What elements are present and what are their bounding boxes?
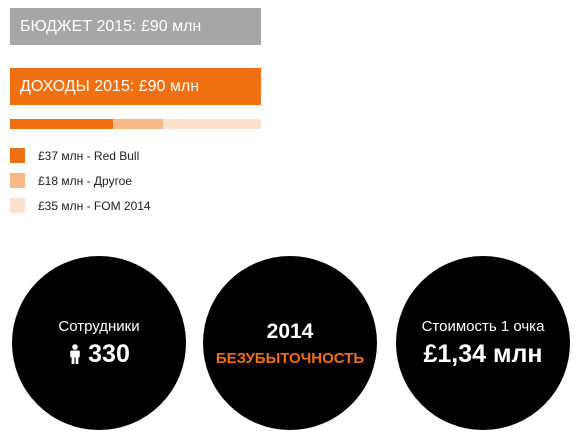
legend: £37 млн - Red Bull £18 млн - Другое £35 … — [10, 143, 151, 218]
legend-item-other: £18 млн - Другое — [10, 168, 151, 193]
employees-label: Сотрудники — [58, 317, 140, 335]
breakeven-year: 2014 — [266, 319, 314, 343]
legend-swatch — [10, 198, 25, 213]
legend-label: £37 млн - Red Bull — [38, 148, 140, 163]
breakeven-circle: 2014 БЕЗУБЫТОЧНОСТЬ — [203, 256, 377, 430]
legend-item-fom: £35 млн - FOM 2014 — [10, 193, 151, 218]
income-label: ДОХОДЫ 2015: £90 млн — [20, 78, 200, 95]
legend-label: £18 млн - Другое — [38, 173, 133, 188]
legend-label: £35 млн - FOM 2014 — [38, 198, 151, 213]
employees-value-row: 330 — [68, 340, 130, 369]
stack-segment-other — [113, 119, 164, 129]
cost-per-point-value: £1,34 млн — [423, 339, 543, 368]
cost-per-point-label: Стоимость 1 очка — [421, 317, 545, 335]
income-stacked-bar — [10, 119, 261, 129]
stack-segment-red-bull — [10, 119, 114, 129]
legend-swatch — [10, 173, 25, 188]
legend-item-red-bull: £37 млн - Red Bull — [10, 143, 151, 168]
income-bar: ДОХОДЫ 2015: £90 млн — [10, 68, 261, 105]
breakeven-label: БЕЗУБЫТОЧНОСТЬ — [215, 349, 365, 367]
employees-circle: Сотрудники 330 — [12, 256, 186, 430]
budget-label: БЮДЖЕТ 2015: £90 млн — [20, 18, 202, 35]
stack-segment-fom — [163, 119, 261, 129]
cost-per-point-circle: Стоимость 1 очка £1,34 млн — [396, 256, 570, 430]
employees-count: 330 — [88, 339, 130, 368]
legend-swatch — [10, 148, 25, 163]
budget-bar: БЮДЖЕТ 2015: £90 млн — [10, 8, 261, 45]
person-icon — [70, 344, 80, 364]
